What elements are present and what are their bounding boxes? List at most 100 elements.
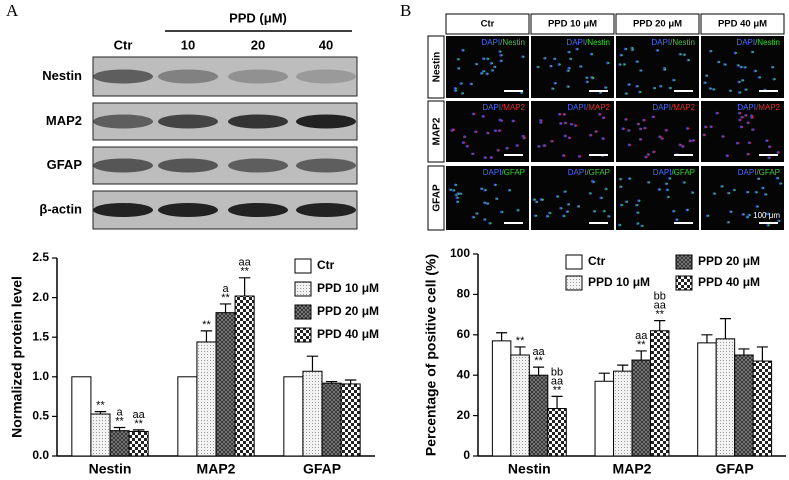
stain-dapi: DAPI [567, 103, 586, 112]
error-bar [551, 395, 563, 409]
column-header: PPD 20 μM [633, 19, 682, 30]
cell [722, 135, 725, 138]
cell [709, 87, 712, 90]
cell [512, 120, 515, 123]
cell [710, 50, 713, 53]
stain-marker: /MAP2 [586, 103, 611, 112]
cell [626, 200, 629, 203]
cell [772, 66, 775, 69]
cell [453, 189, 456, 192]
cell [592, 181, 595, 184]
cell [762, 187, 765, 190]
legend-label: PPD 10 μM [588, 275, 650, 289]
stain-marker: /GFAP [586, 168, 610, 177]
cell [490, 156, 493, 159]
cell [591, 53, 594, 56]
cell [724, 63, 727, 66]
cell [619, 63, 622, 66]
cell [765, 193, 768, 196]
cell [470, 82, 473, 85]
cell [517, 209, 520, 212]
cell [463, 141, 466, 144]
cell [768, 156, 771, 159]
cell [625, 118, 628, 121]
cell [730, 210, 733, 213]
stain-dapi: DAPI [653, 168, 672, 177]
cell [489, 222, 492, 225]
cell [718, 60, 721, 63]
row-header: MAP2 [432, 117, 443, 145]
bar [234, 295, 255, 457]
cell [756, 205, 759, 208]
blot-band [158, 203, 218, 217]
stain-label: DAPI/MAP2 [652, 103, 695, 112]
bar [90, 413, 111, 457]
cell [538, 145, 541, 148]
bar [491, 340, 512, 457]
cell [687, 127, 690, 130]
stain-dapi: DAPI [483, 168, 502, 177]
cell [679, 53, 682, 56]
cell [742, 79, 745, 82]
cell [688, 59, 691, 62]
stain-marker: /MAP2 [671, 103, 696, 112]
blot-band [93, 203, 153, 217]
cell [747, 191, 750, 194]
cell [457, 58, 460, 61]
stain-label: DAPI/GFAP [738, 168, 780, 177]
cell [576, 48, 579, 51]
cell [541, 198, 544, 201]
bar [649, 330, 670, 457]
y-axis-label: Percentage of positive cell (%) [423, 254, 439, 456]
cell [676, 218, 679, 221]
cell [629, 177, 632, 180]
blot-band [93, 158, 153, 173]
cell [727, 221, 730, 224]
cell [564, 113, 567, 116]
stain-dapi: DAPI [736, 38, 755, 47]
row-header: Nestin [432, 52, 443, 83]
cell [773, 78, 776, 81]
cell [567, 210, 570, 213]
legend-swatch [565, 275, 583, 291]
cell [752, 50, 755, 53]
legend-label: PPD 40 μM [698, 275, 760, 289]
stain-dapi: DAPI [566, 38, 585, 47]
cell [450, 188, 453, 191]
significance-label: ** [516, 335, 525, 347]
significance-label: a [222, 283, 229, 295]
row-header-box [427, 165, 445, 231]
blot-row-label: β-actin [39, 201, 82, 216]
cell [652, 115, 655, 118]
significance-label: ** [115, 415, 124, 427]
y-tick-label: 0.5 [32, 409, 49, 423]
blot-band [228, 203, 288, 217]
blot-band [296, 69, 356, 84]
cell [568, 67, 571, 70]
stain-label: DAPI/MAP2 [482, 103, 525, 112]
cell [482, 115, 485, 118]
cell [744, 66, 747, 69]
cell [550, 65, 553, 68]
cell [594, 210, 597, 213]
cell [608, 215, 611, 218]
cell [669, 177, 672, 180]
cell [780, 182, 783, 185]
cell [564, 134, 567, 137]
stain-dapi: DAPI [568, 168, 587, 177]
bar [71, 376, 92, 457]
stain-label: DAPI/Nestin [481, 38, 525, 47]
micrograph [701, 166, 784, 230]
cell [673, 210, 676, 213]
cell [654, 87, 657, 90]
micrograph [616, 36, 699, 98]
cell [457, 200, 460, 203]
bar [752, 360, 773, 457]
y-tick-label: 1.0 [32, 369, 49, 383]
cell [535, 214, 538, 217]
column-header-box [700, 13, 785, 35]
blot-band [93, 114, 153, 129]
cell [629, 143, 632, 146]
cell [661, 137, 664, 140]
y-tick-label: 0 [463, 448, 470, 462]
